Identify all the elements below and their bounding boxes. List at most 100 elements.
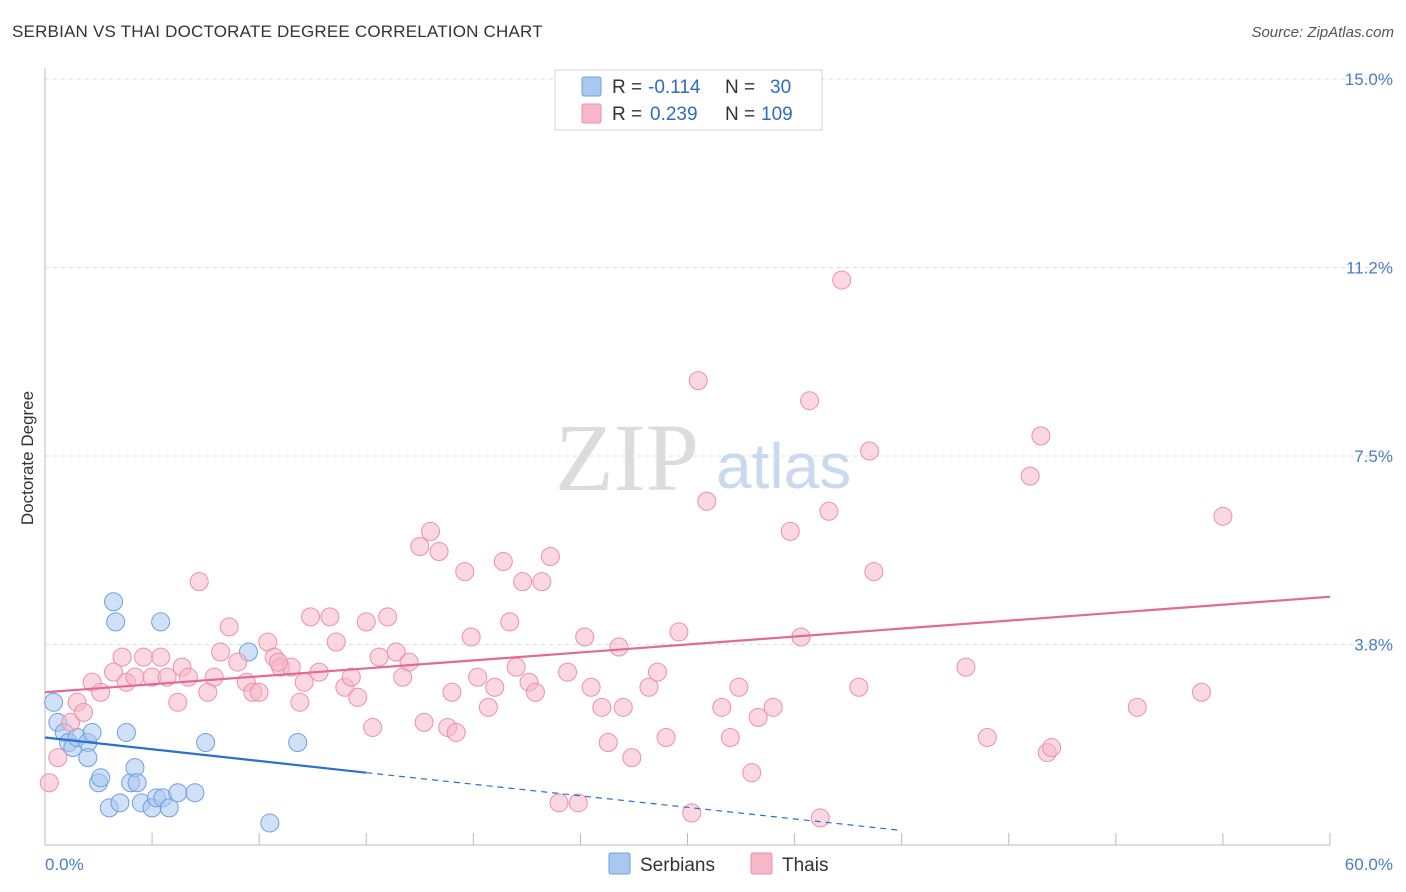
point-thais-17 (178, 667, 198, 687)
point-thais-91 (819, 501, 839, 521)
point-thais-23 (228, 652, 248, 672)
point-thais-1 (48, 748, 68, 768)
point-thais-51 (446, 722, 466, 742)
point-thais-38 (348, 687, 368, 707)
point-serbians-25 (168, 783, 188, 803)
legend-n-label-serbians: N = (725, 77, 755, 98)
point-thais-22 (219, 617, 239, 637)
chart-source: Source: ZipAtlas.com (1251, 24, 1394, 41)
point-thais-8 (112, 647, 132, 667)
point-thais-97 (977, 727, 997, 747)
watermark: ZIP atlas (555, 404, 851, 511)
point-serbians-12 (104, 592, 124, 612)
data-points (39, 270, 1233, 833)
chart-title: SERBIAN VS THAI DOCTORATE DEGREE CORRELA… (12, 22, 543, 41)
point-thais-45 (399, 652, 419, 672)
point-thais-106 (442, 682, 462, 702)
legend-n-label-thais: N = (725, 104, 755, 125)
point-thais-59 (513, 572, 533, 592)
point-serbians-10 (91, 768, 111, 788)
point-thais-94 (860, 441, 880, 461)
point-thais-63 (540, 547, 560, 567)
point-thais-37 (341, 667, 361, 687)
legend-swatch-thais (581, 103, 602, 124)
series-legend: Serbians Thais (608, 852, 828, 876)
point-serbians-8 (78, 748, 98, 768)
legend-n-value-serbians: 30 (770, 77, 791, 98)
legend-r-value-thais: 0.239 (650, 104, 698, 125)
point-serbians-18 (127, 773, 147, 793)
series-legend-label-thais: Thais (782, 855, 828, 876)
point-thais-11 (134, 647, 154, 667)
point-thais-26 (249, 682, 269, 702)
point-thais-53 (461, 627, 481, 647)
y-tick-label-2: 7.5% (1354, 447, 1393, 466)
point-thais-54 (468, 667, 488, 687)
grid-lines (45, 78, 1390, 645)
y-axis-label: Doctorate Degree (18, 391, 37, 525)
point-thais-15 (168, 692, 188, 712)
point-thais-99 (1031, 426, 1051, 446)
point-thais-6 (91, 682, 111, 702)
point-thais-96 (956, 657, 976, 677)
point-thais-20 (204, 667, 224, 687)
point-thais-70 (598, 733, 618, 753)
point-thais-85 (748, 707, 768, 727)
point-thais-61 (525, 682, 545, 702)
point-thais-49 (429, 542, 449, 562)
point-thais-92 (832, 270, 852, 290)
point-serbians-13 (106, 612, 126, 632)
legend-swatch-serbians (581, 76, 602, 97)
point-serbians-0 (44, 692, 64, 712)
point-thais-42 (378, 607, 398, 627)
point-thais-73 (622, 748, 642, 768)
point-serbians-24 (159, 798, 179, 818)
point-serbians-7 (82, 722, 102, 742)
point-serbians-15 (116, 722, 136, 742)
point-thais-80 (697, 491, 717, 511)
point-thais-40 (363, 717, 383, 737)
point-thais-46 (410, 536, 430, 556)
y-tick-label-3: 3.8% (1354, 636, 1393, 655)
point-thais-58 (500, 612, 520, 632)
point-thais-74 (639, 677, 659, 697)
point-thais-89 (800, 391, 820, 411)
point-thais-34 (320, 607, 340, 627)
point-thais-105 (268, 652, 288, 672)
point-thais-75 (648, 662, 668, 682)
y-axis-tick-labels: 15.0% 11.2% 7.5% 3.8% (1345, 70, 1393, 655)
point-thais-108 (294, 672, 314, 692)
point-thais-72 (613, 697, 633, 717)
point-thais-62 (532, 572, 552, 592)
point-thais-98 (1020, 466, 1040, 486)
point-thais-95 (864, 562, 884, 582)
point-thais-0 (39, 773, 59, 793)
correlation-legend: R = -0.114 N = 30 R = 0.239 N = 109 (554, 69, 823, 131)
point-thais-41 (369, 647, 389, 667)
point-thais-48 (421, 521, 440, 541)
point-thais-71 (609, 637, 629, 657)
x-axis-ticks (44, 833, 1331, 845)
point-thais-7 (104, 662, 124, 682)
point-thais-39 (356, 612, 376, 632)
point-thais-47 (414, 712, 434, 732)
point-thais-102 (1127, 697, 1147, 717)
point-thais-68 (581, 677, 601, 697)
point-serbians-29 (260, 813, 280, 833)
trend-line-serbians (44, 736, 367, 774)
point-thais-32 (301, 607, 321, 627)
legend-r-value-serbians: -0.114 (648, 77, 701, 98)
point-thais-64 (549, 793, 569, 813)
point-thais-18 (189, 572, 209, 592)
point-thais-93 (849, 677, 869, 697)
point-thais-76 (656, 727, 676, 747)
point-thais-104 (1213, 506, 1233, 526)
point-serbians-27 (196, 733, 216, 753)
point-thais-43 (386, 642, 406, 662)
point-thais-65 (558, 662, 578, 682)
point-thais-107 (506, 657, 526, 677)
point-thais-84 (742, 763, 762, 783)
point-thais-83 (729, 677, 749, 697)
point-thais-35 (326, 632, 346, 652)
